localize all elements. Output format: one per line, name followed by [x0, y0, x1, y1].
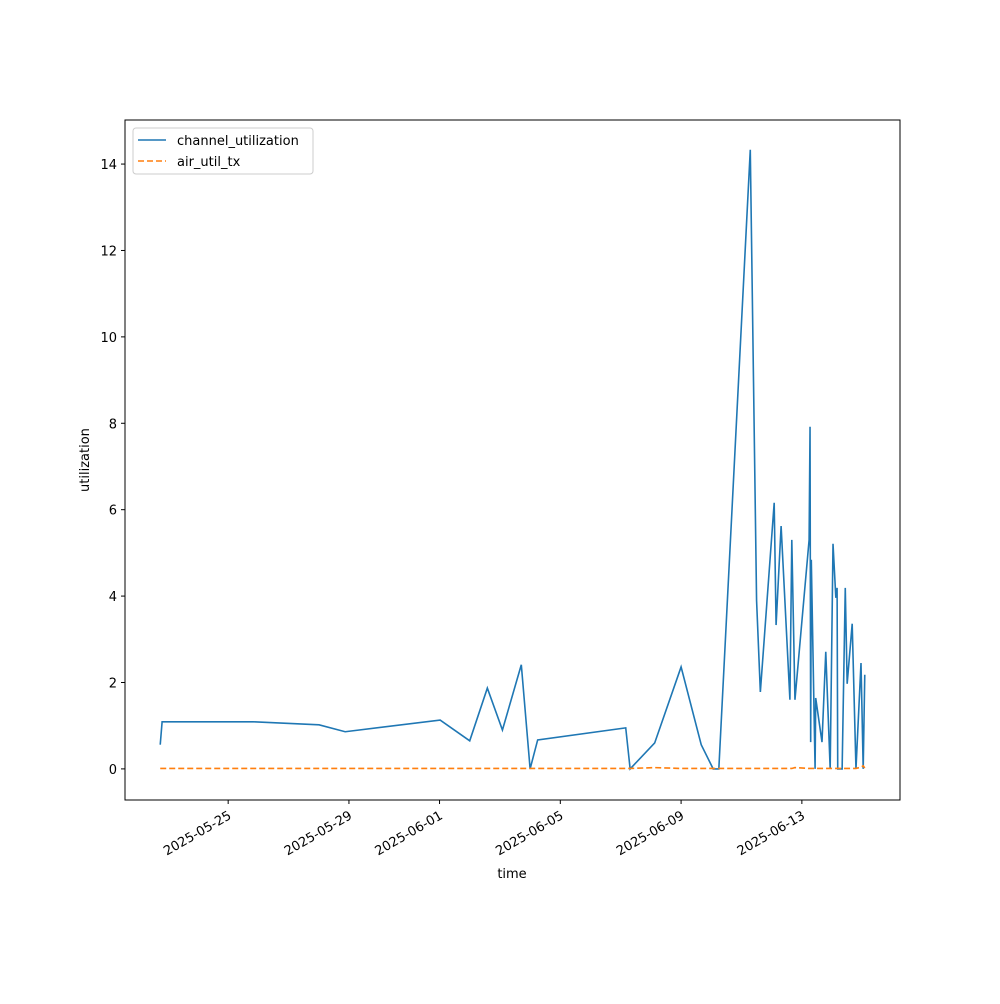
legend-box	[132, 127, 314, 175]
x-tick-label: 2025-05-25	[161, 808, 234, 859]
y-tick-label: 12	[100, 244, 117, 259]
plot-frame	[124, 119, 901, 801]
y-tick-label: 2	[109, 676, 117, 691]
x-tick-label: 2025-06-09	[614, 808, 687, 859]
x-tick-label: 2025-06-13	[735, 808, 808, 859]
x-tick-label: 2025-06-01	[373, 808, 446, 859]
x-tick-label: 2025-05-29	[282, 808, 355, 859]
y-tick-label: 14	[100, 158, 117, 173]
series-line	[159, 149, 866, 771]
y-tick-label: 8	[109, 417, 117, 432]
series-line	[160, 764, 866, 770]
legend-label: air_util_tx	[177, 155, 241, 170]
y-tick-label: 4	[109, 590, 117, 605]
y-tick-label: 0	[109, 763, 117, 778]
x-tick-label: 2025-06-05	[493, 808, 566, 859]
legend-label: channel_utilization	[177, 134, 299, 149]
y-tick-label: 10	[100, 331, 117, 346]
y-axis-label: utilization	[78, 428, 93, 492]
x-axis-label: time	[497, 867, 526, 882]
y-tick-label: 6	[109, 504, 117, 519]
